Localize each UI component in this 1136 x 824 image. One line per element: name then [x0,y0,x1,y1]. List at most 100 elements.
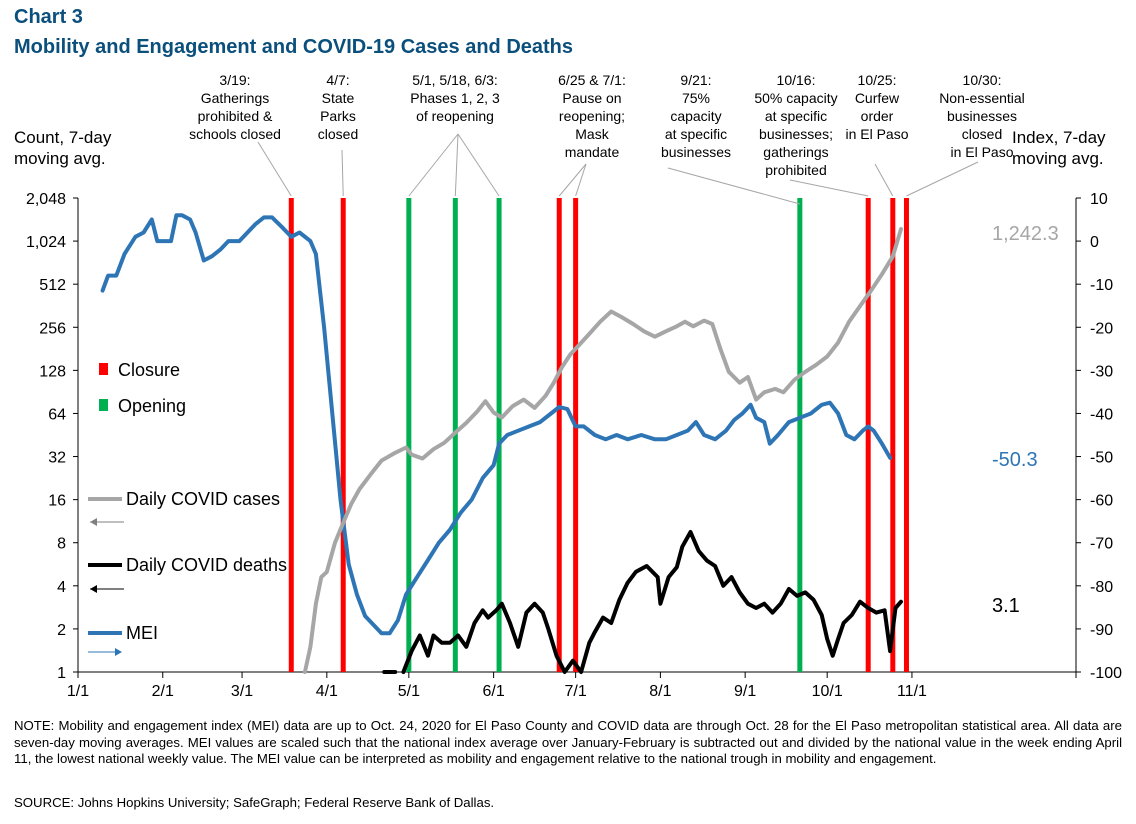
legend-arrowhead-deaths [90,585,97,593]
end-label-deaths: 3.1 [992,595,1020,617]
event-annotation: Non-essential [939,90,1025,106]
legend-swatch-opening [99,399,108,411]
y-left-tick-label: 64 [48,406,66,423]
x-tick-label: 5/1 [398,683,420,700]
event-annotation: 75% [682,90,710,106]
y-left-tick-label: 16 [48,493,66,510]
legend-arrowhead-cases [90,518,97,526]
group-annotation: 5/1, 5/18, 6/3: [412,72,498,88]
x-tick-label: 3/1 [231,683,253,700]
y-right-tick-label: -80 [1090,579,1113,596]
legend-label-closure: Closure [118,360,180,380]
y-right-tick-label: -10 [1090,277,1113,294]
group-annotation: Pause on [562,90,621,106]
group-annotation: reopening; [559,108,625,124]
legend-label-opening: Opening [118,396,186,416]
annotation-leader-line [906,161,979,197]
annotation-leader-line [457,133,500,197]
y-left-tick-label: 512 [39,277,66,294]
group-annotation: of reopening [416,108,494,124]
event-annotation: Gatherings [201,90,269,106]
event-annotation: businesses; [759,126,833,142]
event-annotation: businesses [661,144,731,160]
y-left-axis-title: Count, 7-day [14,128,112,147]
event-annotation: closed [318,126,358,142]
event-annotation: 3/19: [219,72,250,88]
x-tick-label: 9/1 [734,683,756,700]
annotation-leader-line [575,163,587,197]
group-annotation: Phases 1, 2, 3 [410,90,500,106]
legend-label-mei: MEI [126,623,158,643]
event-annotation: prohibited [765,162,827,178]
series-line-deaths [401,530,903,674]
event-annotation: 50% capacity [754,90,837,106]
annotation-leader-line [667,167,800,205]
annotation-leader-line [341,149,344,197]
y-right-tick-label: 10 [1090,191,1108,208]
annotation-leader-line [408,133,459,197]
event-annotation: businesses [947,108,1017,124]
legend-label-deaths: Daily COVID deaths [126,555,287,575]
y-left-tick-label: 1 [57,665,66,682]
event-annotation: 10/25: [858,72,897,88]
y-left-tick-label: 4 [57,579,66,596]
event-annotation: 10/16: [777,72,816,88]
event-annotation: 9/21: [680,72,711,88]
x-tick-label: 8/1 [649,683,671,700]
end-label-mei: -50.3 [992,449,1038,471]
chart-title: Mobility and Engagement and COVID-19 Cas… [14,36,574,58]
legend-swatch-closure [99,363,108,375]
y-left-tick-label: 8 [57,536,66,553]
x-tick-label: 10/1 [812,683,843,700]
y-right-axis-title: Index, 7-day [1012,128,1106,147]
x-tick-label: 6/1 [482,683,504,700]
y-right-tick-label: -60 [1090,493,1113,510]
x-tick-label: 2/1 [152,683,174,700]
x-tick-label: 4/1 [316,683,338,700]
y-left-tick-label: 128 [39,363,66,380]
event-annotation: capacity [670,108,721,124]
event-annotation: Parks [320,108,356,124]
event-annotation: 4/7: [326,72,349,88]
event-annotation: schools closed [189,126,281,142]
event-annotation: 10/30: [963,72,1002,88]
source-text: SOURCE: Johns Hopkins University; SafeGr… [14,795,495,810]
y-left-tick-label: 256 [39,320,66,337]
x-tick-label: 1/1 [67,683,89,700]
event-annotation: in El Paso [845,126,908,142]
y-right-tick-label: -50 [1090,450,1113,467]
legend-arrowhead-mei [115,648,122,656]
y-right-tick-label: -100 [1090,665,1122,682]
event-annotation: gatherings [763,144,828,160]
y-left-tick-label: 1,024 [26,234,66,251]
legend-label-cases: Daily COVID cases [126,489,280,509]
y-right-tick-label: -40 [1090,406,1113,423]
annotation-leader-line [257,141,292,197]
event-annotation: in El Paso [950,144,1013,160]
y-right-tick-label: -20 [1090,320,1113,337]
end-label-cases: 1,242.3 [992,223,1059,245]
y-left-axis-title: moving avg. [14,149,106,168]
x-tick-label: 11/1 [897,683,927,700]
y-right-axis-title: moving avg. [1012,149,1104,168]
note-text: NOTE: Mobility and engagement index (MEI… [14,718,1122,767]
y-right-tick-label: -30 [1090,363,1113,380]
series-line-mei [100,213,893,636]
series-line-cases [302,227,903,674]
group-annotation: Mask [575,126,609,142]
y-right-tick-label: -70 [1090,536,1113,553]
event-annotation: at specific [765,108,827,124]
x-tick-label: 7/1 [565,683,587,700]
event-annotation: Curfew [855,90,900,106]
chart-label: Chart 3 [14,6,83,28]
event-annotation: at specific [665,126,727,142]
annotation-leader-line [454,133,459,197]
y-right-tick-label: -90 [1090,622,1113,639]
y-left-tick-label: 2,048 [26,191,66,208]
event-annotation: State [322,90,355,106]
y-left-tick-label: 32 [48,450,66,467]
y-right-tick-label: 0 [1090,234,1099,251]
event-annotation: closed [962,126,1002,142]
annotation-leader-line [874,163,894,197]
